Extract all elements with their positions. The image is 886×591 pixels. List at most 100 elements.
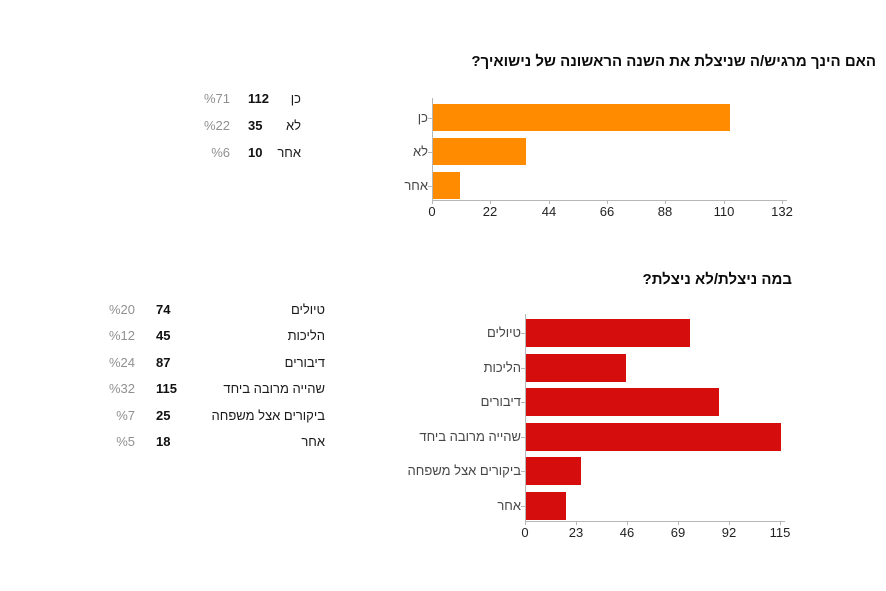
legend-percent: %32 <box>108 381 135 397</box>
x-tick-label: 92 <box>721 525 737 540</box>
category-label: דיבורים <box>480 394 521 409</box>
category-tick-mark <box>428 151 432 153</box>
legend-percent: %6 <box>211 145 230 160</box>
legend-count: 115 <box>156 381 177 397</box>
category-tick-mark <box>521 436 525 438</box>
x-tick-label: 69 <box>670 525 686 540</box>
x-tick-mark <box>607 200 608 204</box>
legend-count: 45 <box>156 328 171 344</box>
category-label: הליכות <box>483 359 521 375</box>
legend-label: הליכות <box>287 328 325 344</box>
legend-label: טיולים <box>290 301 325 317</box>
legend-row: %32 115 שהייה מרובה ביחד <box>95 376 325 403</box>
legend-count: 25 <box>156 407 171 423</box>
x-tick-mark <box>729 521 730 525</box>
bar-5 <box>526 491 566 520</box>
legend-count: 18 <box>156 434 171 450</box>
category-tick-mark <box>428 117 432 119</box>
chart-legend-table-what-utilized: %20 74 טיולים %12 45 הליכות %24 87 דיבורים %32 115… <box>95 296 325 455</box>
legend-label: לא <box>285 118 301 133</box>
x-tick-label: 22 <box>482 204 498 219</box>
bar-chart-what-utilized: טיולים הליכות דיבורים שהייה מרובה ביחד ביקור… <box>390 305 886 560</box>
legend-row: %7 25 ביקורים אצל משפחה <box>95 402 325 429</box>
legend-label: דיבורים <box>284 354 325 370</box>
legend-label: ביקורים אצל משפחה <box>211 407 325 423</box>
bar-chart-marriage-first-year: כן לא אחר 0 22 44 66 88 110 132 <box>400 90 886 235</box>
legend-count: 35 <box>248 118 263 133</box>
category-label: כן <box>417 109 428 125</box>
x-tick-mark <box>782 200 783 204</box>
legend-label: שהייה מרובה ביחד <box>223 381 325 397</box>
y-axis-line <box>525 314 526 521</box>
bar-2 <box>526 388 719 416</box>
x-tick-label: 88 <box>657 204 673 219</box>
category-label: אחר <box>404 177 428 193</box>
category-label: ביקורים אצל משפחה <box>407 463 521 478</box>
x-tick-label: 132 <box>771 204 793 219</box>
bar-0 <box>433 104 730 131</box>
legend-label: אחר <box>277 145 301 160</box>
bar-1 <box>433 138 526 165</box>
x-tick-mark <box>576 521 577 525</box>
legend-percent: %12 <box>108 328 135 344</box>
legend-row: %71 112 כן <box>180 85 301 112</box>
category-tick-mark <box>521 505 525 507</box>
x-tick-mark <box>665 200 666 204</box>
bar-1 <box>526 353 626 382</box>
bar-4 <box>526 457 581 485</box>
x-axis-line <box>525 521 785 522</box>
x-tick-mark <box>432 200 433 204</box>
legend-percent: %22 <box>203 118 230 133</box>
category-tick-mark <box>521 471 525 472</box>
legend-percent: %7 <box>116 407 135 423</box>
category-label: לא <box>412 143 428 159</box>
legend-percent: %71 <box>203 91 230 106</box>
x-tick-mark <box>549 200 550 204</box>
chart-title-marriage-first-year: האם הינך מרגיש/ה שניצלת את השנה הראשונה … <box>471 53 876 70</box>
legend-percent: %5 <box>116 434 135 450</box>
x-tick-mark <box>525 521 526 525</box>
legend-row: %22 35 לא <box>180 112 301 139</box>
x-tick-mark <box>490 200 491 204</box>
legend-count: 112 <box>248 91 269 106</box>
legend-label: כן <box>290 91 301 106</box>
legend-row: %20 74 טיולים <box>95 296 325 323</box>
legend-row: %6 10 אחר <box>180 139 301 166</box>
category-label: אחר <box>497 497 521 513</box>
legend-percent: %24 <box>108 354 135 370</box>
legend-count: 87 <box>156 354 171 370</box>
x-tick-label: 110 <box>713 204 735 219</box>
legend-row: %5 18 אחר <box>95 429 325 456</box>
x-tick-mark <box>780 521 781 525</box>
bar-2 <box>433 172 460 199</box>
x-tick-label: 66 <box>599 204 615 219</box>
category-tick-mark <box>428 185 432 187</box>
chart-title-what-utilized: במה ניצלת/לא ניצלת? <box>642 271 792 288</box>
category-tick-mark <box>521 333 525 334</box>
bar-3 <box>526 422 781 451</box>
legend-row: %12 45 הליכות <box>95 323 325 350</box>
category-label: טיולים <box>486 325 521 340</box>
x-tick-mark <box>724 200 725 204</box>
category-tick-mark <box>521 367 525 369</box>
legend-label: אחר <box>301 434 325 450</box>
x-tick-label: 23 <box>568 525 584 540</box>
legend-count: 74 <box>156 301 171 317</box>
category-tick-mark <box>521 402 525 403</box>
legend-percent: %20 <box>108 301 135 317</box>
x-tick-label: 0 <box>521 525 529 540</box>
legend-row: %24 87 דיבורים <box>95 349 325 376</box>
x-tick-label: 0 <box>428 204 436 219</box>
x-tick-label: 44 <box>541 204 557 219</box>
x-tick-mark <box>678 521 679 525</box>
bar-0 <box>526 319 690 347</box>
legend-count: 10 <box>248 145 263 160</box>
x-tick-label: 115 <box>769 525 791 540</box>
x-axis-line <box>432 200 787 201</box>
x-tick-label: 46 <box>619 525 635 540</box>
category-label: שהייה מרובה ביחד <box>419 428 521 444</box>
chart-legend-table-marriage-first-year: %71 112 כן %22 35 לא %6 10 אחר <box>180 85 301 166</box>
y-axis-line <box>432 98 433 200</box>
x-tick-mark <box>627 521 628 525</box>
